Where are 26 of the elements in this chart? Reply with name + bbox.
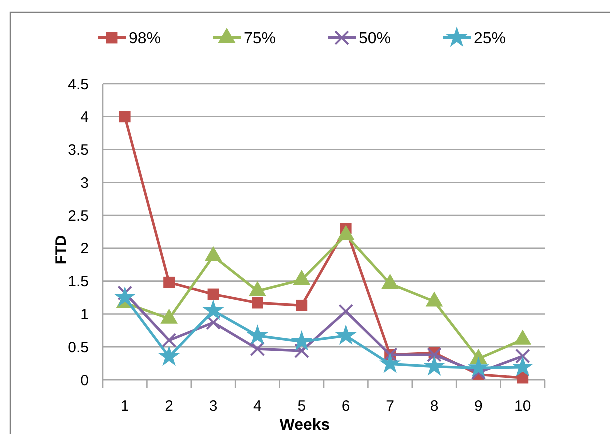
x-tick-label: 3 (209, 398, 218, 415)
x-tick-label: 4 (254, 398, 262, 415)
y-tick-label: 1 (80, 306, 89, 324)
x-tick-label: 6 (342, 398, 350, 415)
y-tick-label: 2 (80, 240, 89, 258)
x-tick-label: 8 (430, 398, 439, 415)
x-tick-label: 10 (514, 398, 532, 415)
legend-label: 75% (244, 30, 276, 48)
y-tick-label: 0.5 (68, 339, 89, 356)
legend-label: 25% (474, 30, 506, 48)
x-tick-label: 7 (386, 398, 394, 415)
legend-label: 98% (129, 30, 162, 48)
legend-label: 50% (359, 30, 392, 48)
y-tick-label: 3.5 (68, 142, 89, 160)
y-tick-label: 4.5 (68, 76, 89, 94)
y-tick-label: 0 (80, 372, 89, 390)
x-tick-label: 2 (165, 398, 174, 415)
y-tick-label: 3 (80, 174, 89, 192)
x-axis-title: Weeks (280, 417, 330, 434)
x-tick-label: 5 (298, 398, 306, 415)
y-tick-label: 4 (80, 109, 89, 126)
y-tick-label: 2.5 (68, 208, 89, 225)
y-axis-title: FTD (53, 235, 70, 265)
x-tick-label: 1 (120, 398, 130, 415)
y-tick-label: 1.5 (68, 274, 89, 291)
x-tick-label: 9 (474, 398, 483, 415)
